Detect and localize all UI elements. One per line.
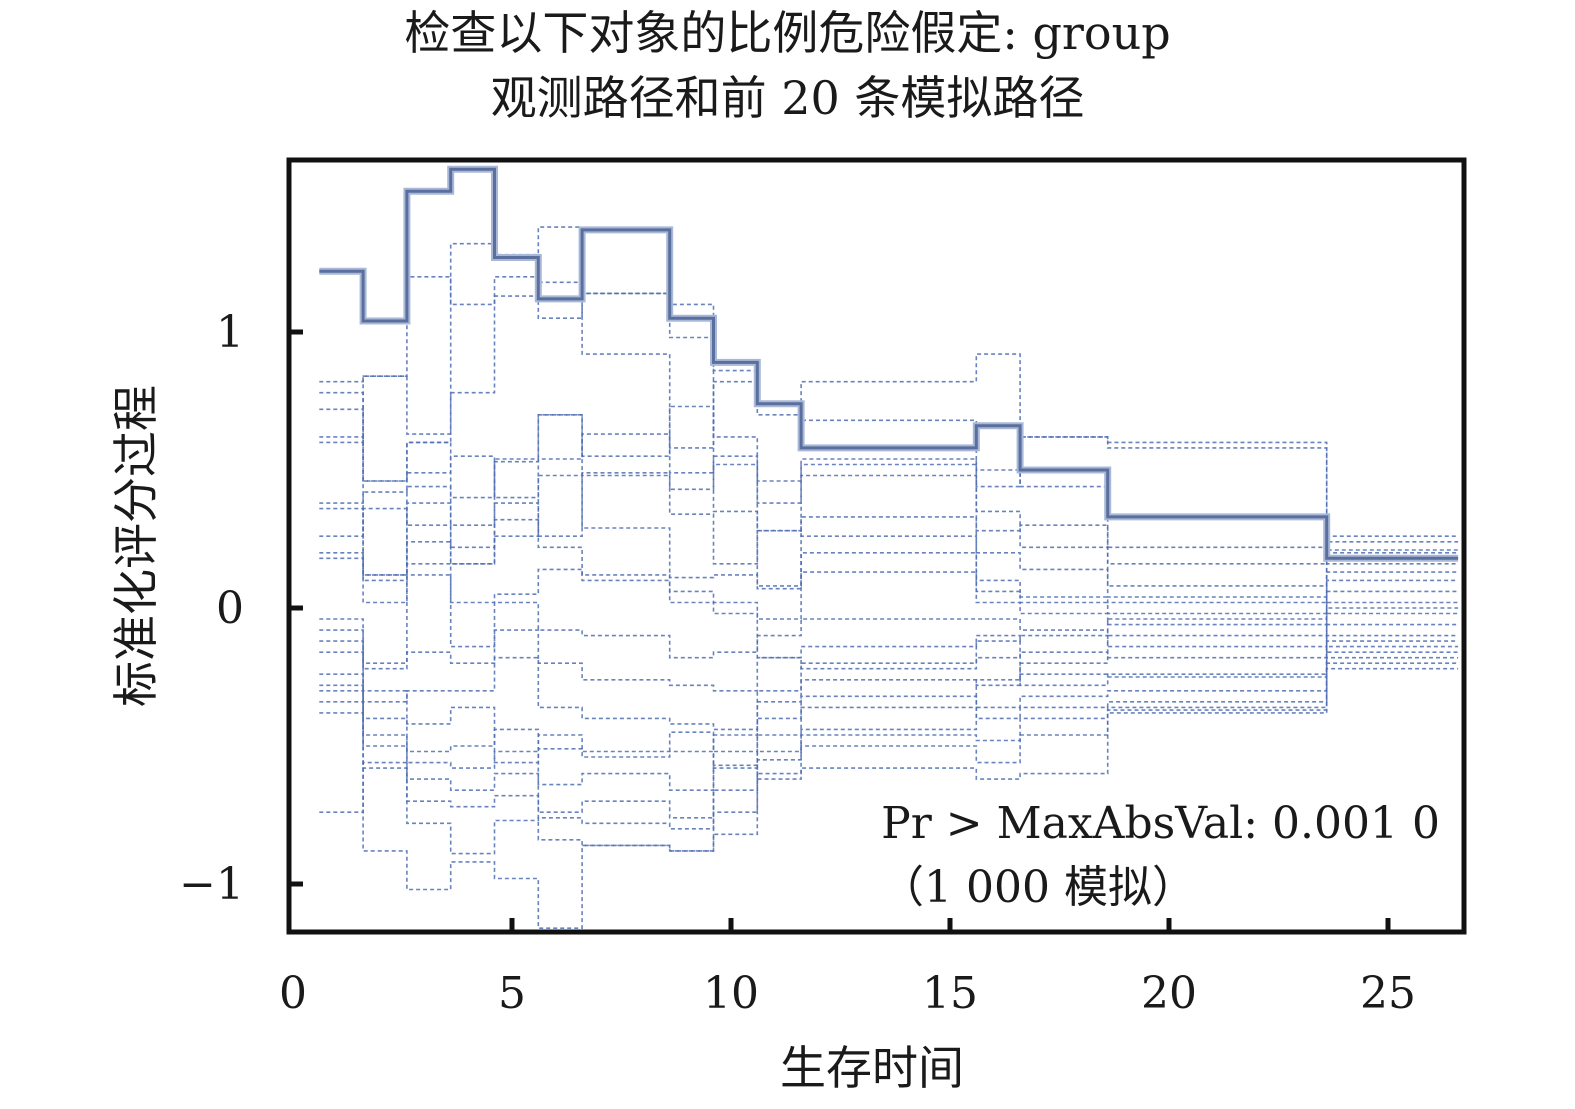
simulated-path bbox=[319, 623, 1459, 731]
x-tick-label: 15 bbox=[922, 968, 978, 1019]
y-tick-label: 0 bbox=[216, 583, 244, 634]
simulated-path bbox=[319, 405, 1459, 598]
y-tick-label: −1 bbox=[179, 859, 244, 910]
chart-title: 检查以下对象的比例危险假定: group bbox=[404, 6, 1171, 60]
y-axis-label: 标准化评分过程 bbox=[109, 385, 163, 707]
simulated-path bbox=[319, 640, 1459, 929]
simulated-path bbox=[319, 226, 1459, 554]
simulated-path bbox=[319, 574, 1459, 664]
y-axis: −1 0 1 bbox=[179, 307, 303, 910]
x-tick-label: 0 bbox=[279, 968, 307, 1019]
simulated-path bbox=[319, 662, 1459, 855]
simulated-path bbox=[319, 276, 1459, 543]
plot-frame bbox=[286, 157, 1467, 935]
simulated-path bbox=[319, 474, 1459, 615]
simulated-path bbox=[319, 414, 1459, 582]
x-tick-label: 5 bbox=[498, 968, 526, 1019]
simulated-path bbox=[319, 634, 1459, 753]
x-axis-label: 生存时间 bbox=[780, 1041, 964, 1095]
x-tick-label: 20 bbox=[1141, 968, 1197, 1019]
simulated-path bbox=[319, 656, 1459, 819]
simulated-path bbox=[319, 607, 1459, 780]
simulated-path bbox=[319, 408, 1459, 565]
simulated-paths bbox=[319, 226, 1459, 929]
annotation-simulations: （1 000 模拟） bbox=[880, 862, 1196, 913]
x-tick-label: 25 bbox=[1360, 968, 1416, 1019]
simulated-path bbox=[319, 292, 1459, 587]
simulated-path bbox=[319, 645, 1459, 791]
chart-subtitle: 观测路径和前 20 条模拟路径 bbox=[490, 71, 1085, 125]
x-axis: 0 5 10 15 20 25 bbox=[279, 918, 1416, 1019]
observed-path-halo bbox=[319, 165, 1459, 562]
simulated-path bbox=[319, 557, 1459, 626]
simulated-path bbox=[319, 507, 1459, 687]
annotation-pvalue: Pr > MaxAbsVal: 0.001 0 bbox=[881, 798, 1440, 849]
observed-path-group bbox=[319, 165, 1459, 562]
observed-path bbox=[319, 167, 1459, 560]
simulated-path bbox=[319, 472, 1459, 604]
y-tick-label: 1 bbox=[216, 307, 244, 358]
simulated-path bbox=[319, 612, 1459, 692]
x-tick-label: 10 bbox=[703, 968, 759, 1019]
